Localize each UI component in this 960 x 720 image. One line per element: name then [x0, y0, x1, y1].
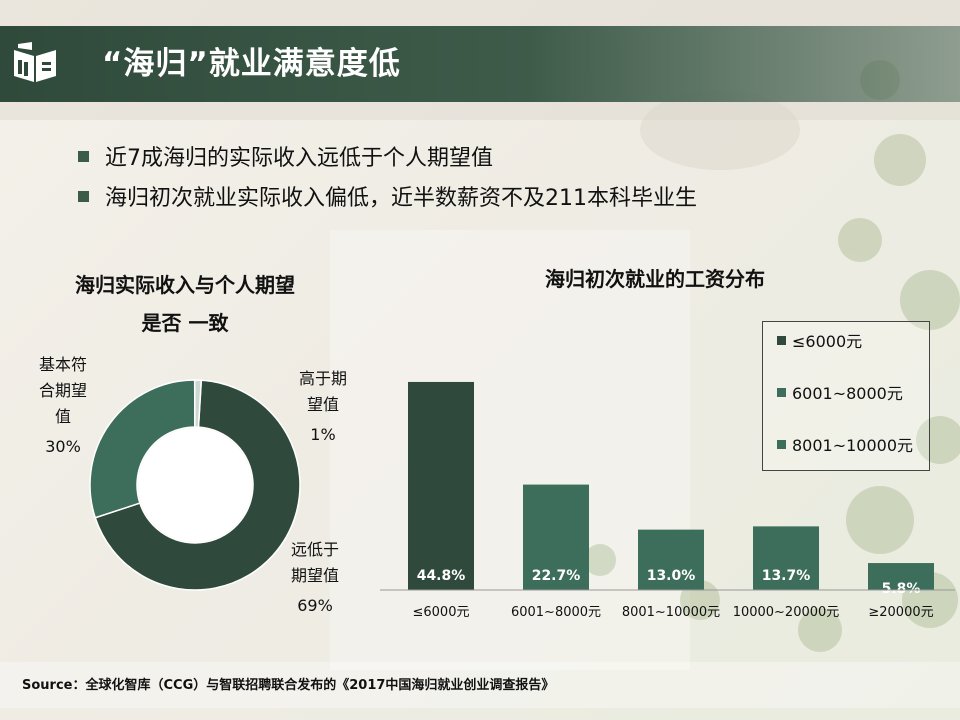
legend-label: 8001~10000元 [792, 436, 914, 455]
legend-swatch [777, 439, 786, 449]
category-label-2: 8001~10000元 [622, 605, 720, 620]
source-footer: Source：全球化智库（CCG）与智联招聘联合发布的《2017中国海归就业创业… [0, 662, 960, 708]
bar-2 [638, 529, 704, 590]
pie-slice-0 [94, 379, 301, 591]
open-book-icon [14, 42, 56, 82]
legend-label: ≤6000元 [792, 332, 863, 351]
bullet-square-icon [78, 150, 89, 162]
bar-chart: 44.8% ≤6000元 22.7% 6001~8000元 13.0% 8001~1000… [380, 381, 955, 620]
donut-chart [89, 379, 301, 591]
legend-item: 8001~10000元 [777, 432, 913, 456]
legend-label: 6001~8000元 [792, 384, 903, 403]
bullet-text: 近7成海归的实际收入远低于个人期望值 [105, 146, 493, 171]
category-label-3: 10000~20000元 [733, 605, 840, 620]
pie-label-basic-match-line1: 基本符 [38, 355, 87, 374]
pie-label-basic-match-line2: 合期望 [38, 381, 87, 400]
bar-4 [868, 563, 934, 590]
category-label-4: ≥20000元 [868, 605, 933, 620]
pie-label-far-below-line1: 远低于 [290, 540, 339, 559]
bullet-text: 海归初次就业实际收入偏低，近半数薪资不及211本科毕业生 [105, 186, 697, 211]
pie-chart-title-line2: 是否 一致 [141, 311, 229, 335]
title-bar: “海归”就业满意度低 [0, 26, 960, 102]
legend-swatch [777, 387, 786, 397]
pie-label-far-below-line2: 期望值 [290, 566, 339, 585]
pie-slice-1 [89, 379, 196, 519]
bar-1 [523, 484, 589, 590]
source-text: Source：全球化智库（CCG）与智联招聘联合发布的《2017中国海归就业创业… [22, 678, 555, 693]
page-title: “海归”就业满意度低 [102, 46, 401, 82]
pie-chart-title-line1: 海归实际收入与个人期望 [75, 273, 295, 297]
category-label-0: ≤6000元 [413, 605, 470, 620]
pie-value-above: 1% [310, 425, 336, 444]
bar-value-label-4: 5.8% [882, 581, 921, 597]
bar-chart-legend: ≤6000元 6001~8000元 8001~10000元 [762, 321, 930, 471]
pie-label-basic-match-line3: 值 [54, 407, 71, 426]
bar-value-label-3: 13.7% [762, 568, 811, 584]
legend-swatch [777, 335, 786, 345]
pie-label-above-line1: 高于期 [298, 369, 347, 388]
pie-label-above-line2: 望值 [306, 395, 339, 414]
pie-value-far-below: 69% [297, 596, 333, 615]
list-item: 海归初次就业实际收入偏低，近半数薪资不及211本科毕业生 [78, 176, 697, 216]
pie-label-above: 高于期 望值 1% [284, 366, 362, 448]
legend-item: 6001~8000元 [777, 380, 903, 404]
pie-chart-title: 海归实际收入与个人期望 是否 一致 [40, 266, 330, 342]
pie-label-basic-match: 基本符 合期望 值 30% [24, 352, 102, 460]
category-label-1: 6001~8000元 [511, 605, 601, 620]
bullet-square-icon [78, 190, 89, 202]
donut-hole [138, 428, 252, 542]
legend-item: ≤6000元 [777, 328, 862, 352]
bar-value-label-2: 13.0% [647, 568, 696, 584]
pie-value-basic-match: 30% [45, 437, 81, 456]
bar-chart-title: 海归初次就业的工资分布 [545, 267, 765, 291]
bar-3 [753, 526, 819, 590]
pie-slice-2 [193, 379, 203, 428]
bar-value-label-0: 44.8% [417, 568, 466, 584]
bar-value-label-1: 22.7% [532, 568, 581, 584]
bar-0 [408, 381, 474, 590]
list-item: 近7成海归的实际收入远低于个人期望值 [78, 136, 697, 176]
bullet-list: 近7成海归的实际收入远低于个人期望值 海归初次就业实际收入偏低，近半数薪资不及2… [78, 136, 697, 216]
pie-label-far-below: 远低于 期望值 69% [276, 537, 354, 619]
